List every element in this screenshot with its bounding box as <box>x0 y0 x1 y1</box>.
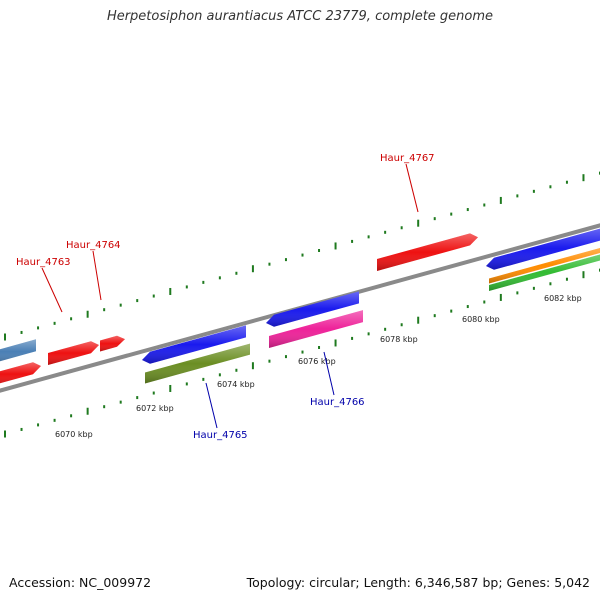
gene-haur-4765-shading <box>145 343 250 384</box>
genome-summary-text: Topology: circular; Length: 6,346,587 bp… <box>246 575 590 590</box>
scale-label-6074: 6074 kbp <box>217 380 255 389</box>
gene-red-left-shading <box>0 362 41 384</box>
gene-label-haur-4767[interactable]: Haur_4767 <box>380 153 435 164</box>
gene-label-haur-4764[interactable]: Haur_4764 <box>66 240 121 251</box>
gene-haur-4763-shading <box>48 341 99 365</box>
gene-labels: Haur_4763 Haur_4764 Haur_4767 Haur_4765 … <box>16 153 435 441</box>
gene-blue-mid-shading <box>266 291 359 327</box>
genes-layer <box>0 228 600 384</box>
gene-blue-right-shading <box>486 228 600 270</box>
forward-scale-ticks <box>4 171 600 341</box>
gene-green-right-shading <box>489 254 600 291</box>
gene-orange-right-shading <box>489 247 600 284</box>
scale-label-6070: 6070 kbp <box>55 430 93 439</box>
leader-haur-4764 <box>92 250 102 301</box>
scale-label-6080: 6080 kbp <box>462 315 500 324</box>
scale-label-6072: 6072 kbp <box>136 404 174 413</box>
gene-haur-4766-shading <box>269 310 363 348</box>
leader-haur-4765 <box>205 382 218 429</box>
gene-blue-4765-top-shading <box>142 325 246 364</box>
scale-labels: 6070 kbp 6072 kbp 6074 kbp 6076 kbp 6078… <box>55 294 582 439</box>
gene-label-haur-4765[interactable]: Haur_4765 <box>193 430 248 441</box>
gene-label-leaders <box>41 163 419 429</box>
scale-label-6082: 6082 kbp <box>544 294 582 303</box>
gene-steelblue-left-shading <box>0 339 36 362</box>
map-title: Herpetosiphon aurantiacus ATCC 23779, co… <box>106 9 494 24</box>
gene-label-haur-4763[interactable]: Haur_4763 <box>16 257 71 268</box>
leader-haur-4767 <box>405 163 419 213</box>
accession-text: Accession: NC_009972 <box>9 575 152 590</box>
leader-haur-4763 <box>41 267 63 313</box>
scale-label-6076: 6076 kbp <box>298 357 336 366</box>
scale-label-6078: 6078 kbp <box>380 335 418 344</box>
leader-haur-4766 <box>323 351 335 396</box>
reverse-scale-ticks <box>4 268 600 438</box>
gene-haur-4767-shading <box>377 233 478 271</box>
gene-haur-4764-shading <box>100 335 125 352</box>
gene-label-haur-4766[interactable]: Haur_4766 <box>310 397 365 408</box>
